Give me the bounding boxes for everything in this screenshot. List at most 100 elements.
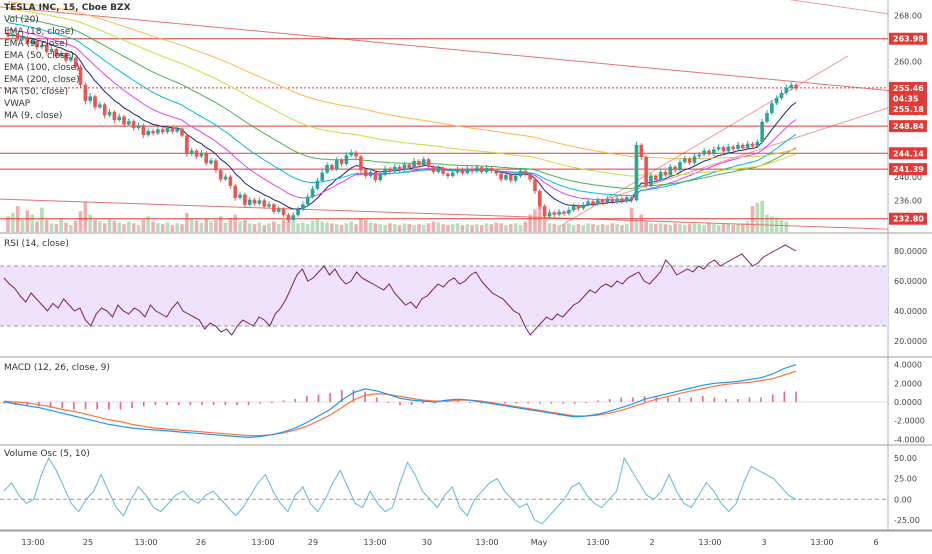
candle	[388, 168, 392, 172]
candle	[402, 164, 407, 171]
study-ema200[interactable]: EMA (200, close)	[4, 75, 80, 85]
macd-histogram-bar	[26, 402, 29, 407]
trendline	[559, 107, 889, 215]
study-ema50[interactable]: EMA (50, close)	[4, 51, 74, 61]
study-vol[interactable]: Vol (20)	[4, 15, 39, 25]
macd-histogram-bar	[247, 402, 250, 405]
time-axis-label: 30	[422, 538, 432, 547]
volume-bar	[209, 221, 213, 232]
candle	[262, 200, 267, 207]
volume-bar	[417, 224, 421, 232]
volume-bar	[533, 209, 537, 232]
candle	[223, 176, 228, 180]
moving-average-line	[7, 15, 797, 190]
volume-bar	[392, 224, 397, 232]
volume-bar	[736, 224, 740, 232]
volume-bar	[581, 225, 586, 232]
candle	[523, 170, 528, 175]
macd-histogram-bar	[410, 402, 413, 405]
volume-bar	[98, 221, 102, 232]
candle	[654, 176, 658, 181]
candle	[460, 169, 465, 174]
volume-bar	[595, 225, 600, 232]
volume-bar	[726, 223, 731, 232]
study-ma9[interactable]: MA (9, close)	[4, 111, 63, 121]
candle	[595, 200, 600, 205]
candle	[765, 113, 769, 122]
volume-bar	[745, 221, 750, 232]
volume-bar	[180, 224, 184, 232]
macd-line	[3, 364, 797, 439]
volume-bar	[30, 214, 34, 232]
volume-bar	[368, 222, 373, 232]
time-axis-label: 13:00	[475, 538, 498, 547]
vosc-legend[interactable]: Volume Osc (5, 10)	[4, 448, 90, 460]
volume-bar	[93, 219, 97, 232]
candle	[479, 167, 484, 172]
candle	[20, 36, 25, 40]
vosc-axis-label: 0.00	[894, 495, 912, 504]
volume-bar	[383, 225, 387, 232]
candle	[639, 144, 644, 157]
macd-histogram-bar	[457, 400, 460, 402]
study-ema18[interactable]: EMA (18, close)	[4, 27, 74, 37]
volume-bar	[654, 224, 658, 232]
volume-bar	[697, 224, 702, 232]
macd-histogram-bar	[690, 397, 692, 402]
macd-legend[interactable]: MACD (12, 26, close, 9)	[4, 362, 110, 374]
volume-bar	[363, 219, 368, 232]
vosc-axis-label: 50.00	[894, 454, 917, 463]
candle	[794, 84, 798, 89]
candle	[624, 197, 629, 202]
study-ema100[interactable]: EMA (100, close)	[4, 63, 80, 73]
study-ema9[interactable]: EMA (9, close)	[4, 39, 69, 49]
volume-bar	[272, 221, 276, 232]
study-ma50[interactable]: MA (50, close)	[4, 87, 69, 97]
candle	[499, 173, 503, 180]
study-vwap[interactable]: VWAP	[4, 99, 31, 109]
volume-bar	[475, 224, 479, 232]
volume-bar	[194, 220, 199, 232]
candle	[69, 57, 73, 61]
rsi-axis-label: 80.0000	[894, 247, 927, 256]
candle	[30, 40, 34, 44]
volume-bar	[349, 221, 354, 232]
macd-axis-label: 2.0000	[894, 379, 922, 388]
volume-bar	[102, 223, 107, 232]
volume-bar	[634, 218, 639, 232]
volume-bar	[683, 225, 687, 232]
candle	[180, 128, 184, 136]
volume-bar	[6, 216, 10, 232]
price-axis-label: 268.00	[894, 12, 922, 21]
volume-bar	[330, 223, 334, 232]
volume-bar	[450, 224, 455, 232]
volume-bar	[605, 225, 610, 232]
macd-axis-label: 0.0000	[894, 398, 922, 407]
candle	[557, 211, 561, 215]
volume-bar	[83, 201, 88, 232]
price-tag-label: 04:35	[893, 95, 919, 104]
price-tag-label: 263.98	[893, 35, 924, 44]
candle	[199, 152, 204, 157]
volume-bar	[465, 224, 470, 232]
macd-histogram-bar	[3, 402, 5, 404]
candle	[547, 212, 552, 217]
candle	[310, 188, 315, 197]
macd-histogram-bar	[585, 402, 588, 403]
macd-histogram-bar	[783, 391, 786, 402]
trendline	[788, 0, 889, 15]
volume-bar	[716, 225, 721, 232]
candle	[673, 166, 677, 171]
candle	[450, 172, 455, 177]
rsi-legend[interactable]: RSI (14, close)	[4, 238, 69, 250]
macd-histogram-bar	[422, 402, 425, 404]
macd-axis-label: -2.0000	[894, 417, 925, 426]
volume-bar	[301, 222, 305, 232]
vosc-label: Volume Osc (5, 10)	[4, 449, 90, 459]
macd-histogram-bar	[527, 402, 529, 404]
volume-bar	[344, 223, 349, 232]
volume-bar	[64, 222, 68, 232]
volume-bar	[649, 223, 653, 232]
